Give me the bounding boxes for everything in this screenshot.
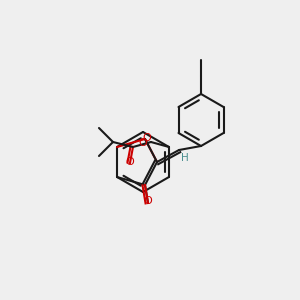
Text: H: H — [181, 153, 189, 163]
Text: O: O — [126, 157, 134, 167]
Text: O: O — [138, 138, 147, 148]
Text: O: O — [144, 196, 152, 206]
Text: O: O — [142, 133, 152, 143]
